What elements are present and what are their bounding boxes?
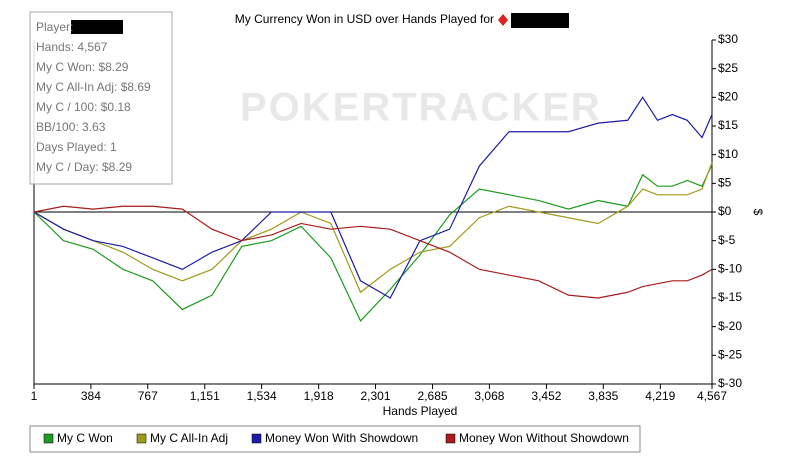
x-tick-label: 4,567 [697, 389, 727, 403]
x-tick-label: 1,151 [190, 389, 220, 403]
series-line [33, 205, 713, 299]
legend-swatch [251, 433, 262, 444]
stat-line: My C Won: $8.29 [36, 60, 129, 74]
y-tick-label: $25 [718, 61, 738, 75]
y-tick-label: $30 [718, 32, 738, 46]
y-tick-label: $-25 [718, 348, 742, 362]
legend-label: My C Won [57, 431, 113, 445]
x-tick-label: 3,835 [588, 389, 618, 403]
y-tick-label: $-15 [718, 290, 742, 304]
y-tick-label: $10 [718, 147, 738, 161]
legend-swatch [43, 433, 54, 444]
stat-line: Hands: 4,567 [36, 40, 108, 54]
watermark: POKERTRACKER [240, 86, 602, 130]
stat-line: My C / Day: $8.29 [36, 160, 132, 174]
x-axis-title: Hands Played [383, 404, 458, 418]
y-tick-label: $-10 [718, 262, 742, 276]
stats-box [29, 11, 173, 185]
y-tick-label: $20 [718, 90, 738, 104]
x-tick-label: 1,918 [304, 389, 334, 403]
x-tick-label: 1 [31, 389, 38, 403]
y-tick-label: $-5 [718, 233, 736, 247]
y-tick-label: $-20 [718, 319, 742, 333]
y-tick-label: $0 [718, 204, 732, 218]
legend-swatch [445, 433, 456, 444]
legend-swatch [136, 433, 147, 444]
x-tick-label: 384 [81, 389, 101, 403]
legend-label: Money Won Without Showdown [459, 431, 629, 445]
stat-line: Days Played: 1 [36, 140, 117, 154]
series-line [33, 164, 713, 322]
x-tick-label: 2,685 [418, 389, 448, 403]
legend [29, 425, 641, 453]
series-line [33, 161, 713, 294]
legend-label: Money Won With Showdown [265, 431, 418, 445]
x-tick-label: 3,452 [531, 389, 561, 403]
y-axis-title: $ [751, 209, 765, 216]
x-tick-label: 3,068 [474, 389, 504, 403]
y-tick-label: $15 [718, 118, 738, 132]
stat-line: BB/100: 3.63 [36, 120, 106, 134]
y-tick-label: $5 [718, 176, 732, 190]
x-tick-label: 1,534 [247, 389, 277, 403]
redacted-name [511, 13, 569, 28]
stat-line: Player: [36, 20, 73, 34]
chart-title: My Currency Won in USD over Hands Played… [235, 12, 494, 26]
legend-label: My C All-In Adj [150, 431, 228, 445]
stat-line: My C / 100: $0.18 [36, 100, 131, 114]
redacted-player [71, 20, 123, 34]
x-tick-label: 767 [138, 389, 158, 403]
x-tick-label: 2,301 [361, 389, 391, 403]
x-tick-label: 4,219 [645, 389, 675, 403]
site-icon [498, 14, 508, 26]
stat-line: My C All-In Adj: $8.69 [36, 80, 151, 94]
y-tick-label: $-30 [718, 376, 742, 390]
